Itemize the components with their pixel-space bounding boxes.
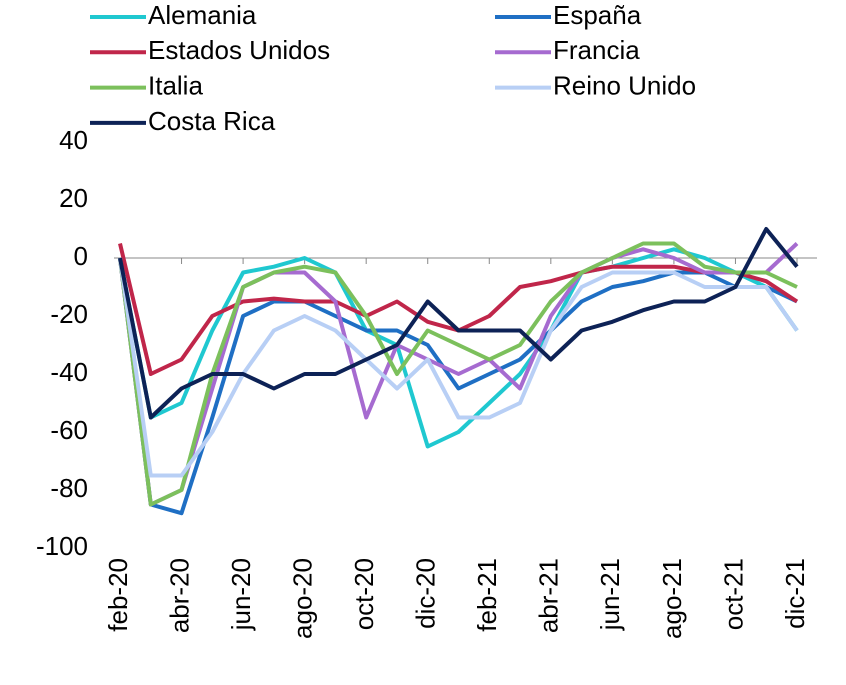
- legend-label: Costa Rica: [148, 106, 276, 136]
- legend-label: Italia: [148, 70, 203, 100]
- y-tick-label: -20: [50, 299, 88, 329]
- legend-label: Alemania: [148, 0, 257, 30]
- series-line: [118, 257, 798, 516]
- legend-label: Reino Unido: [553, 70, 696, 100]
- y-tick-label: 40: [59, 125, 88, 155]
- x-tick-label: ago-20: [288, 558, 318, 639]
- legend-label: Estados Unidos: [148, 35, 330, 65]
- series-line: [118, 227, 799, 420]
- x-tick-label: oct-21: [718, 558, 748, 630]
- y-tick-label: 20: [59, 183, 88, 213]
- x-tick-label: feb-20: [103, 558, 133, 632]
- y-tick-label: -60: [50, 415, 88, 445]
- series-line: [118, 241, 798, 507]
- x-tick-label: jun-21: [595, 558, 625, 631]
- x-tick-label: oct-20: [349, 558, 379, 630]
- x-tick-label: ago-21: [657, 558, 687, 639]
- x-tick-label: abr-21: [534, 558, 564, 633]
- y-tick-label: -80: [50, 473, 88, 503]
- legend-label: Francia: [553, 35, 640, 65]
- x-tick-label: jun-20: [226, 558, 256, 631]
- x-tick-label: dic-20: [411, 558, 441, 629]
- x-tick-label: feb-21: [472, 558, 502, 632]
- y-tick-label: 0: [74, 241, 88, 271]
- legend-label: España: [553, 0, 642, 30]
- x-tick-label: abr-20: [164, 558, 194, 633]
- x-tick-label: dic-21: [780, 558, 810, 629]
- series-line: [118, 257, 799, 478]
- y-tick-label: -100: [36, 531, 88, 561]
- y-tick-label: -40: [50, 357, 88, 387]
